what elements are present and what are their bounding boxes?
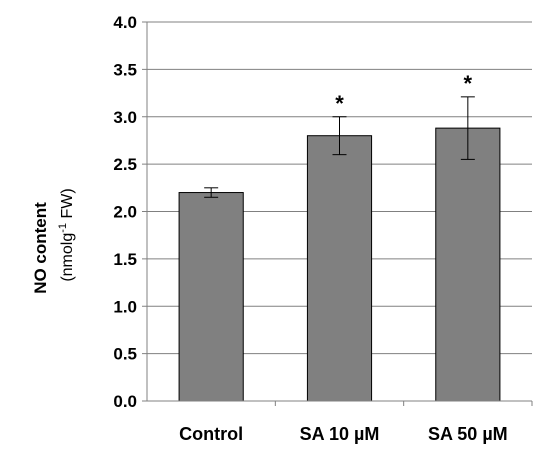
y-axis-unit-sup: -1 [57,223,69,233]
bar [435,127,501,402]
y-tick-labels: 0.0 0.5 1.0 1.5 2.0 2.5 3.0 3.5 4.0 [113,13,147,411]
x-category-label: SA 50 µM [428,424,508,444]
y-tick-label: 1.5 [113,250,137,269]
y-tick-label: 4.0 [113,13,137,32]
y-tick-label: 2.5 [113,155,137,174]
bars: ** [178,71,501,402]
y-tick-label: 1.0 [113,297,137,316]
significance-marker: * [335,91,344,116]
y-axis-unit-pre: (nmolg [59,233,76,282]
y-tick-label: 0.5 [113,345,137,364]
x-category-label: SA 10 µM [300,424,380,444]
significance-marker: * [464,71,473,96]
y-axis-title: NO content (nmolg-1 FW) [31,188,76,293]
y-tick-label: 3.0 [113,108,137,127]
y-tick-label: 3.5 [113,60,137,79]
bar [306,135,373,402]
y-tick-label: 2.0 [113,203,137,222]
y-axis-unit: (nmolg-1 FW) [57,188,76,281]
y-tick-label: 0.0 [113,392,137,411]
y-axis-label: NO content [31,202,50,294]
bar [178,192,244,402]
x-category-label: Control [179,424,243,444]
x-category-labels: Control SA 10 µM SA 50 µM [179,401,533,444]
y-axis-unit-post: FW) [59,188,76,223]
